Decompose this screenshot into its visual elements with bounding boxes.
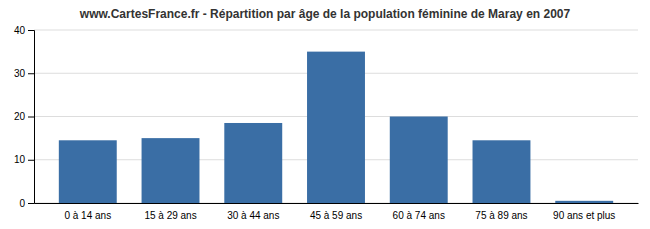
tick-label: 60 à 74 ans <box>393 210 445 221</box>
chart: 0 10 20 30 40 0 à 14 ans 15 à 29 ans 30 à 44 an… <box>0 0 650 229</box>
tick: 30 <box>14 68 34 79</box>
tick-label: 15 à 29 ans <box>144 210 196 221</box>
tick-mark <box>28 30 34 31</box>
chart-container: 0 10 20 30 40 0 à 14 ans 15 à 29 ans 30 à 44 an… <box>0 0 650 229</box>
tick-label: 30 <box>14 68 26 79</box>
tick-label: 75 à 89 ans <box>475 210 527 221</box>
tick: 30 à 44 ans <box>227 210 279 221</box>
tick-mark <box>28 160 34 161</box>
tick-label: 10 <box>14 154 26 165</box>
grid-line <box>34 30 638 31</box>
grid <box>34 30 638 203</box>
tick: 45 à 59 ans <box>310 210 362 221</box>
tick-mark <box>28 117 34 118</box>
tick: 0 <box>19 198 34 209</box>
tick: 75 à 89 ans <box>475 210 527 221</box>
bar <box>224 123 282 203</box>
title: www.CartesFrance.fr - Répartition par âg… <box>79 7 571 21</box>
tick: 40 <box>14 25 34 36</box>
bar <box>307 52 365 203</box>
tick: 20 <box>14 111 34 122</box>
tick: 10 <box>14 154 34 165</box>
y-axis: 0 10 20 30 40 <box>14 25 35 209</box>
axis-line <box>35 203 639 204</box>
tick-label: 45 à 59 ans <box>310 210 362 221</box>
tick-mark <box>28 203 34 204</box>
tick-label: 20 <box>14 111 26 122</box>
tick-mark <box>28 73 34 74</box>
tick-label: 40 <box>14 25 26 36</box>
plot: 0 10 20 30 40 0 à 14 ans 15 à 29 ans 30 à 44 an… <box>14 25 639 221</box>
tick-label: 30 à 44 ans <box>227 210 279 221</box>
tick: 15 à 29 ans <box>144 210 196 221</box>
bar <box>473 140 531 203</box>
x-axis: 0 à 14 ans 15 à 29 ans 30 à 44 ans 45 à 59 … <box>35 204 639 222</box>
bar <box>59 140 117 203</box>
axis-line <box>28 31 35 204</box>
bar <box>142 138 200 203</box>
tick: 90 ans et plus <box>553 210 615 221</box>
bars <box>59 52 613 203</box>
bar <box>390 117 448 204</box>
tick: 0 à 14 ans <box>64 210 111 221</box>
tick: 60 à 74 ans <box>393 210 445 221</box>
tick-label: 90 ans et plus <box>553 210 615 221</box>
tick-label: 0 à 14 ans <box>64 210 111 221</box>
bar <box>555 201 613 203</box>
tick-label: 0 <box>19 198 25 209</box>
